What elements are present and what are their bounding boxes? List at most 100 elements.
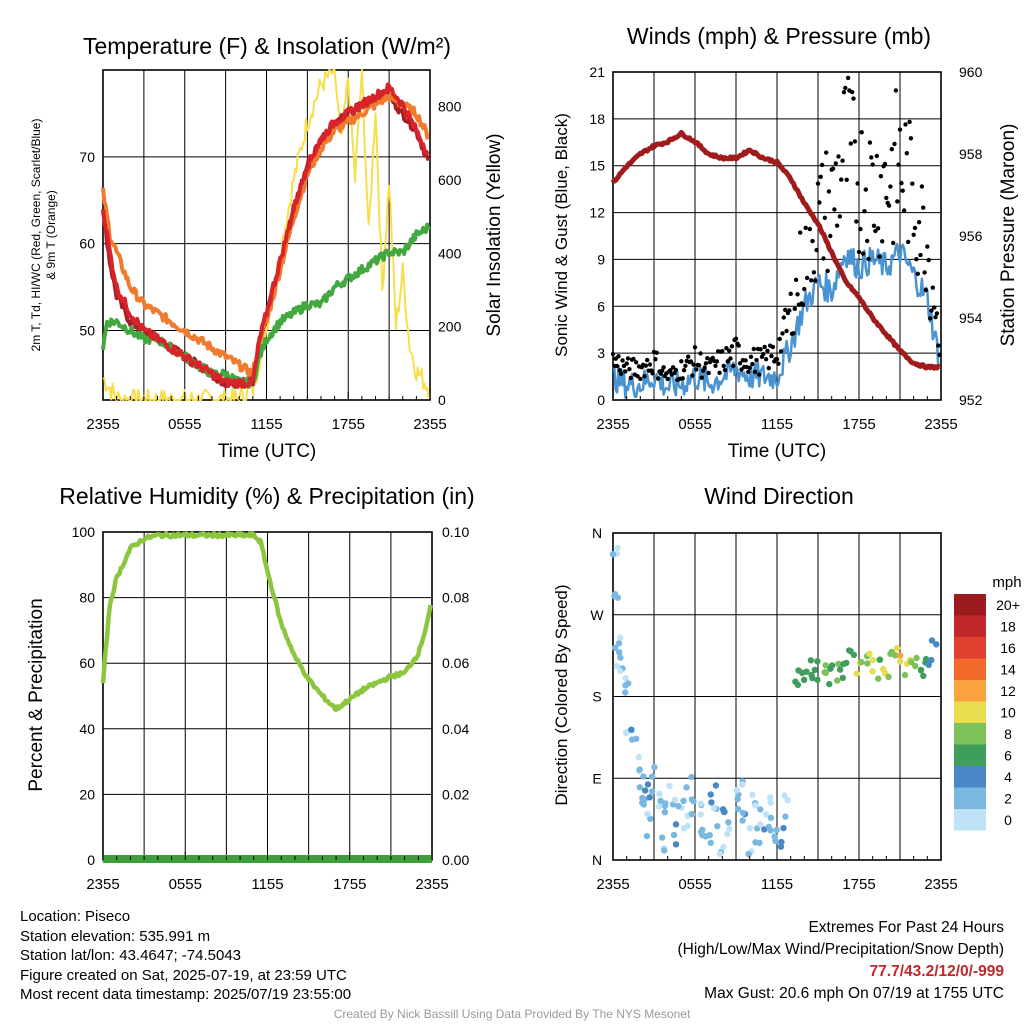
y-tick-label: 9 [597,251,605,267]
gust-point [702,365,707,370]
latlon-text: Station lat/lon: 43.4647; -74.5043 [20,947,242,965]
gust-point [620,358,625,363]
gust-point [813,278,818,283]
gust-point [834,223,840,228]
y-tick-label: 60 [79,236,95,252]
gust-point [803,225,808,230]
gust-point [832,207,837,212]
wind-direction-point [814,658,821,665]
gust-point [923,287,929,293]
gust-point [761,351,766,357]
series-solar-line [102,69,430,401]
wind-direction-point [771,833,778,840]
gust-point [836,154,841,159]
x-tick-label: 1155 [251,876,283,893]
wind-direction-point [642,787,649,794]
gust-point [856,249,862,255]
gust-point [910,181,915,186]
gust-point [660,368,665,373]
wind-direction-point [648,773,656,780]
wind-direction-point [708,799,715,806]
wind-direction-point [773,826,780,834]
y-tick-label: 3 [597,345,605,361]
wind-direction-point [834,677,841,684]
gust-point [875,226,881,231]
wind-direction-point [807,657,815,664]
x-tick-label: 2355 [86,876,119,893]
extremes-subtitle: (High/Low/Max Wind/Precipitation/Snow De… [677,941,1005,958]
extremes-info: Extremes For Past 24 Hours (High/Low/Max… [678,917,1005,1005]
gust-point [673,367,679,373]
gust-point [840,158,845,163]
gust-point [770,344,776,350]
gust-point [839,177,844,182]
wind-direction-point [617,654,624,661]
wind-direction-point [615,640,623,647]
gust-point [848,141,853,146]
legend-label: 10 [1000,705,1016,721]
wind-direction-point [739,809,747,817]
wind-direction-point [739,817,746,824]
gust-point [670,365,676,370]
wind-direction-point [897,658,904,665]
y-tick-label: 0 [87,852,95,868]
gust-point [891,240,896,246]
gust-point [852,139,858,144]
wind-direction-point [661,809,669,816]
wind-direction-point [646,794,653,801]
wind-direction-point [657,797,664,804]
gust-point [915,271,920,276]
gust-point [722,367,728,373]
x-tick-label: 2355 [415,876,448,893]
legend-swatch [954,787,986,809]
wind-direction-point [920,672,927,680]
wind-direction-point [707,839,714,846]
gust-point [614,363,620,369]
gust-point [914,257,919,262]
wind-direction-point [655,803,663,810]
extremes-values: 77.7/43.2/12/0/-999 [869,963,1004,980]
winds-ylabel-left: Sonic Wind & Gust (Blue, Black) [552,113,571,357]
wind-direction-point [697,811,704,818]
wind-direction-point [752,802,759,809]
gust-point [729,344,735,349]
wind-direction-point [876,656,883,663]
wind-direction-point [777,843,785,850]
wind-direction-point [641,796,648,803]
gust-point [781,315,786,320]
gust-point [811,270,817,275]
wind-direction-point [928,637,936,644]
gust-point [751,346,756,352]
gust-point [896,162,901,167]
wind-direction-point [803,668,810,675]
gust-point [780,331,785,336]
wind-direction-ylabel: Direction (Colored By Speed) [552,584,571,805]
x-tick-label: 2355 [86,416,119,433]
gust-point [922,270,927,275]
gust-point [774,357,780,362]
gust-point [873,228,878,234]
gust-point [899,180,904,186]
gust-point [791,331,796,336]
x-tick-label: 1155 [761,416,793,433]
gust-point [683,363,688,368]
speed-legend [954,594,986,831]
winds-panel [612,71,942,401]
gust-point [893,88,899,93]
wind-direction-point [836,666,844,673]
wind-direction-point [609,551,617,558]
gust-point [747,365,752,371]
wind-direction-point [767,799,774,806]
wind-direction-point [933,641,940,648]
gust-point [908,136,914,141]
y2-tick-label: 0.08 [442,590,469,606]
y-tick-label: 100 [72,524,96,540]
y-tick-label: W [590,607,604,623]
gust-point [844,177,849,182]
legend-swatch [954,744,986,766]
humidity-panel [102,531,433,861]
wind-direction-point [767,794,774,801]
x-tick-label: 1155 [761,876,793,893]
gust-point [690,373,695,378]
legend-swatch [954,701,986,723]
